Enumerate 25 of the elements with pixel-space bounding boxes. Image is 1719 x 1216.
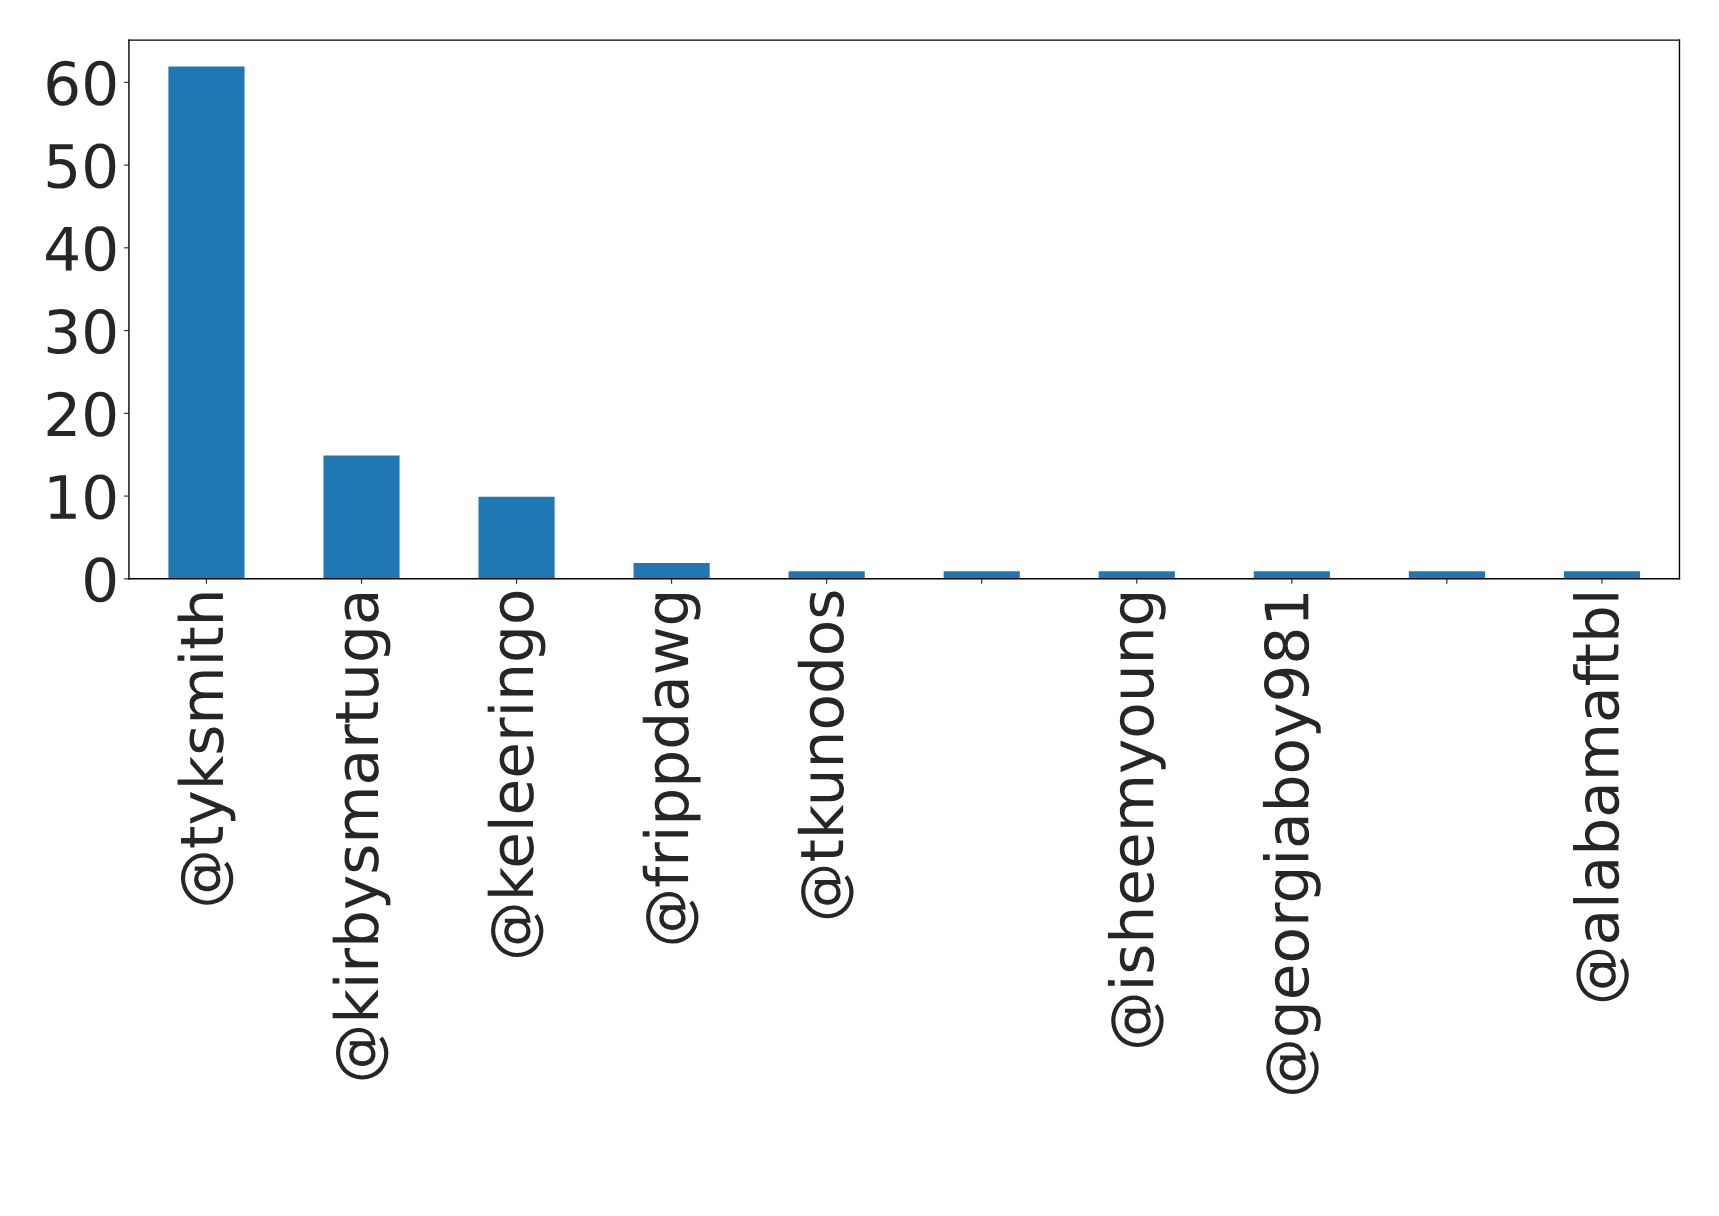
y-tick-label: 20 <box>47 391 116 437</box>
bar <box>1562 569 1642 579</box>
x-tick-label: @tkunodos <box>797 591 854 919</box>
y-tick-label: 0 <box>85 557 116 603</box>
bar <box>787 569 867 579</box>
x-tick-label: @tyksmith <box>177 593 236 905</box>
y-tick-label: 40 <box>46 226 116 272</box>
x-tick-label: @alabamaftbl <box>1573 594 1629 1002</box>
y-tick-label: 10 <box>49 474 116 520</box>
y-tick-label: 50 <box>47 143 116 189</box>
bar <box>1252 569 1332 579</box>
x-tick-label: @isheemyoung <box>1107 593 1166 1048</box>
y-tick-label: 30 <box>47 308 116 355</box>
x-tick-label: @kirbysmartuga <box>332 593 391 1080</box>
bar <box>1097 569 1177 579</box>
x-tick-label: @frippdawg <box>642 593 701 944</box>
bar <box>632 561 712 579</box>
bar <box>942 569 1022 579</box>
bar <box>166 65 246 579</box>
bar <box>1407 569 1487 579</box>
bar <box>477 495 557 579</box>
y-tick-label: 60 <box>47 60 116 106</box>
x-tick-label: @keleeringo <box>487 591 546 958</box>
x-tick-label: @georgiaboy981 <box>1262 594 1321 1094</box>
bar <box>322 453 401 579</box>
